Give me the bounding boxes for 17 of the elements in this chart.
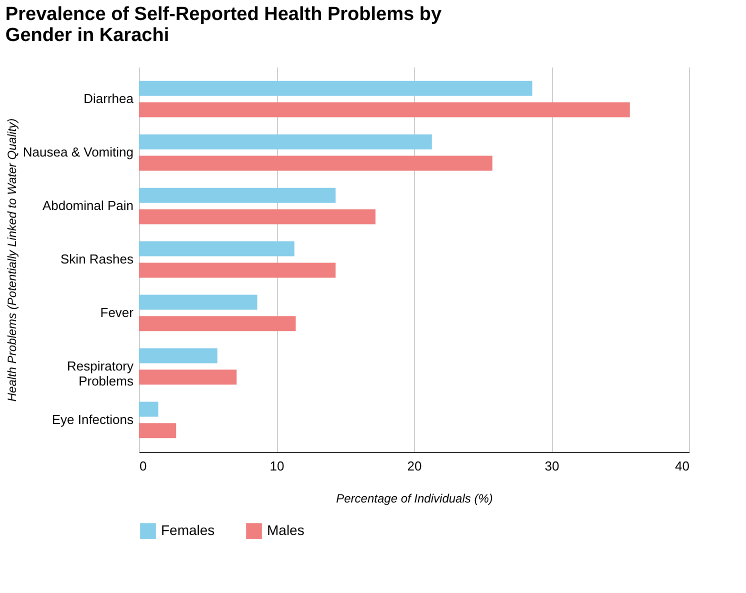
y-tick-label: Fever: [100, 304, 134, 320]
chart-title: Prevalence of Self-Reported Health Problems by Gender in Karachi: [5, 4, 442, 46]
y-tick-label: Diarrhea: [84, 91, 134, 106]
legend-label: Females: [161, 522, 215, 538]
y-tick-label: Skin Rashes: [60, 252, 134, 266]
y-axis-title: Health Problems (Potentially Linked to Water Quality): [4, 118, 19, 402]
x-axis-title: Percentage of Individuals (%): [336, 492, 493, 506]
x-tick-label: 10: [270, 458, 284, 474]
legend-label: Males: [267, 522, 304, 538]
x-tick-label: 0: [140, 458, 147, 474]
x-tick-label: 20: [407, 458, 422, 474]
y-tick-label: Abdominal Pain: [42, 198, 134, 214]
y-tick-label: Nausea & Vomiting: [22, 144, 134, 160]
x-tick-label: 30: [544, 458, 560, 474]
y-tick-label: Eye Infections: [52, 412, 134, 427]
x-tick-label: 40: [675, 458, 690, 474]
y-tick-label: Respiratory Problems: [67, 358, 134, 388]
